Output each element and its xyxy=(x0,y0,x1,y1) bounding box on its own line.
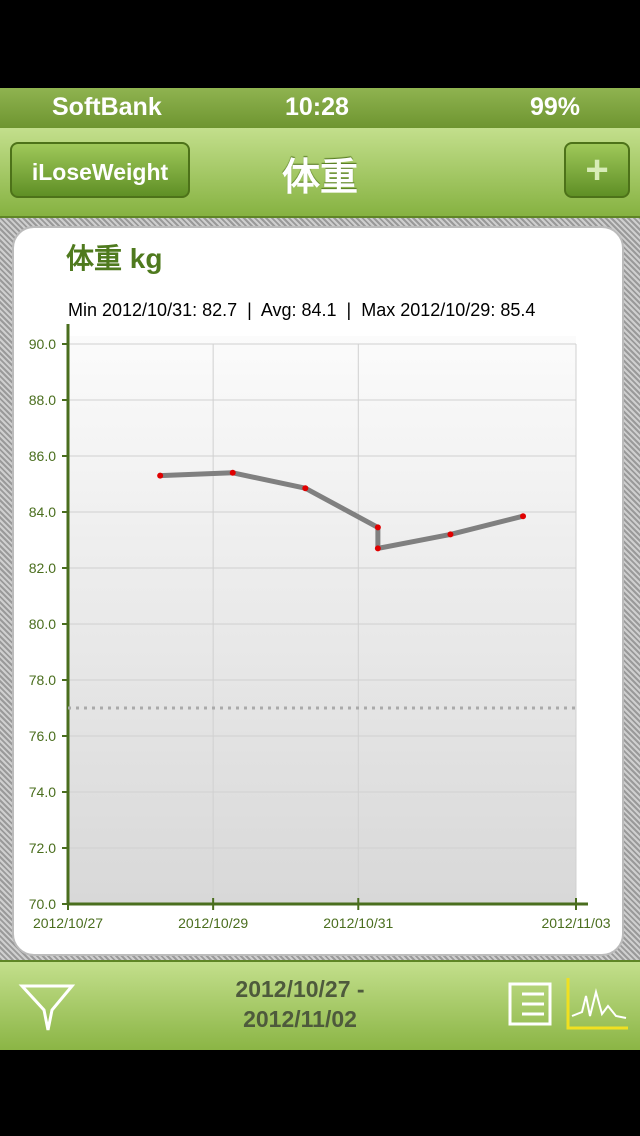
add-button[interactable]: + xyxy=(564,142,630,198)
date-range-end: 2012/11/02 xyxy=(243,1006,357,1032)
list-view-icon[interactable] xyxy=(508,982,552,1026)
x-tick-label: 2012/10/31 xyxy=(323,915,393,931)
chart-view-icon[interactable] xyxy=(566,976,630,1032)
data-point xyxy=(302,485,309,492)
back-button[interactable]: iLoseWeight xyxy=(10,142,190,198)
y-tick-label: 78.0 xyxy=(29,672,56,688)
data-point xyxy=(374,545,381,552)
y-tick-label: 70.0 xyxy=(29,896,56,912)
y-tick-label: 76.0 xyxy=(29,728,56,744)
y-tick-label: 82.0 xyxy=(29,560,56,576)
data-point xyxy=(374,524,381,531)
chart: 体重 kg Min 2012/10/31: 82.7 | Avg: 84.1 |… xyxy=(29,243,611,931)
data-point xyxy=(157,472,164,479)
chart-subtitle: Min 2012/10/31: 82.7 | Avg: 84.1 | Max 2… xyxy=(68,300,535,320)
y-tick-label: 80.0 xyxy=(29,616,56,632)
chart-title: 体重 kg xyxy=(66,243,162,274)
y-tick-label: 72.0 xyxy=(29,840,56,856)
clock: 10:28 xyxy=(285,93,349,121)
status-bar: SoftBank 10:28 99% xyxy=(0,88,640,128)
y-tick-label: 86.0 xyxy=(29,448,56,464)
carrier: SoftBank xyxy=(52,93,162,121)
nav-title: 体重 xyxy=(281,157,358,199)
battery-level: 99% xyxy=(530,93,581,121)
filter-icon[interactable] xyxy=(18,978,78,1038)
plot-area xyxy=(68,336,576,904)
x-tick-label: 2012/10/27 xyxy=(33,915,103,931)
y-tick-label: 90.0 xyxy=(29,336,56,352)
data-point xyxy=(229,469,236,476)
x-tick-label: 2012/11/03 xyxy=(541,915,610,931)
toolbar: 2012/10/27 - 2012/11/02 xyxy=(0,960,640,1050)
y-tick-label: 84.0 xyxy=(29,504,56,520)
data-point xyxy=(520,513,527,520)
y-tick-label: 88.0 xyxy=(29,392,56,408)
nav-bar: iLoseWeight 体重 + xyxy=(0,128,640,218)
x-tick-label: 2012/10/29 xyxy=(178,915,248,931)
date-range-start: 2012/10/27 - xyxy=(235,976,365,1002)
data-point xyxy=(447,531,454,538)
y-tick-label: 74.0 xyxy=(29,784,56,800)
